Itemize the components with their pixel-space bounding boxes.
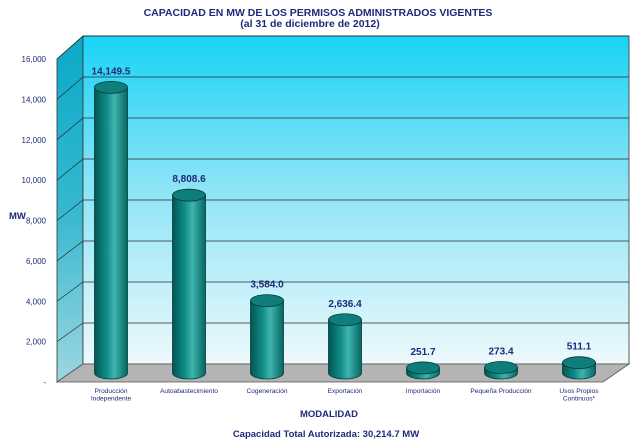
y-axis-ticks: - 2,000 4,000 6,000 8,000 10,000 12,000 14,000 1… bbox=[22, 55, 47, 387]
y-tick-label: 8,000 bbox=[26, 217, 47, 226]
value-label: 8,808.6 bbox=[172, 174, 206, 185]
bar bbox=[172, 188, 206, 380]
bar bbox=[406, 361, 440, 380]
value-label: 251.7 bbox=[410, 347, 435, 358]
category-label: Pequeña Producción bbox=[470, 388, 532, 395]
value-label: 511.1 bbox=[567, 342, 592, 353]
bar bbox=[94, 80, 128, 380]
category-label: Autoabastecimiento bbox=[160, 388, 218, 395]
y-axis-label: MW bbox=[9, 211, 26, 222]
gridline-depth bbox=[56, 322, 84, 342]
category-label: Independente bbox=[91, 396, 132, 403]
bar bbox=[562, 356, 596, 380]
chart-subtitle: (al 31 de diciembre de 2012) bbox=[240, 18, 379, 30]
value-label: 273.4 bbox=[488, 346, 513, 357]
gridline-depth bbox=[56, 158, 84, 181]
gridline-depth bbox=[56, 281, 84, 302]
gridline-depth bbox=[56, 76, 84, 100]
y-tick-label: 16,000 bbox=[22, 55, 47, 64]
gridline-depth bbox=[56, 117, 84, 141]
y-tick-label: 10,000 bbox=[22, 176, 47, 185]
category-label: Cogeneración bbox=[246, 388, 287, 395]
category-label: Importación bbox=[406, 388, 441, 395]
value-label: 2,636.4 bbox=[328, 299, 362, 310]
value-labels: 14,149.5 8,808.6 3,584.0 2,636.4 251.7 273.4 5… bbox=[92, 66, 592, 358]
chart-title: CAPACIDAD EN MW DE LOS PERMISOS ADMINIST… bbox=[144, 7, 493, 19]
y-tick-label: - bbox=[43, 378, 46, 387]
gridline-depth bbox=[56, 240, 84, 262]
category-label: Usos Propios bbox=[559, 388, 599, 395]
bar bbox=[328, 313, 362, 380]
bar bbox=[250, 294, 284, 380]
gridline-depth bbox=[56, 35, 84, 60]
total-capacity-note: Capacidad Total Autorizada: 30,214.7 MW bbox=[233, 429, 419, 440]
y-tick-label: 12,000 bbox=[22, 136, 47, 145]
value-label: 14,149.5 bbox=[92, 66, 131, 77]
category-label: Continuos* bbox=[563, 396, 596, 403]
y-tick-label: 14,000 bbox=[22, 95, 47, 104]
gridline-depth bbox=[56, 199, 84, 221]
bars bbox=[94, 80, 596, 380]
category-label: Producción bbox=[95, 388, 128, 395]
category-label: Exportación bbox=[328, 388, 363, 395]
y-tick-label: 2,000 bbox=[26, 338, 47, 347]
x-axis-label: MODALIDAD bbox=[300, 409, 358, 420]
value-label: 3,584.0 bbox=[250, 280, 284, 291]
y-tick-label: 4,000 bbox=[26, 297, 47, 306]
y-tick-label: 6,000 bbox=[26, 257, 47, 266]
bar bbox=[484, 361, 518, 380]
